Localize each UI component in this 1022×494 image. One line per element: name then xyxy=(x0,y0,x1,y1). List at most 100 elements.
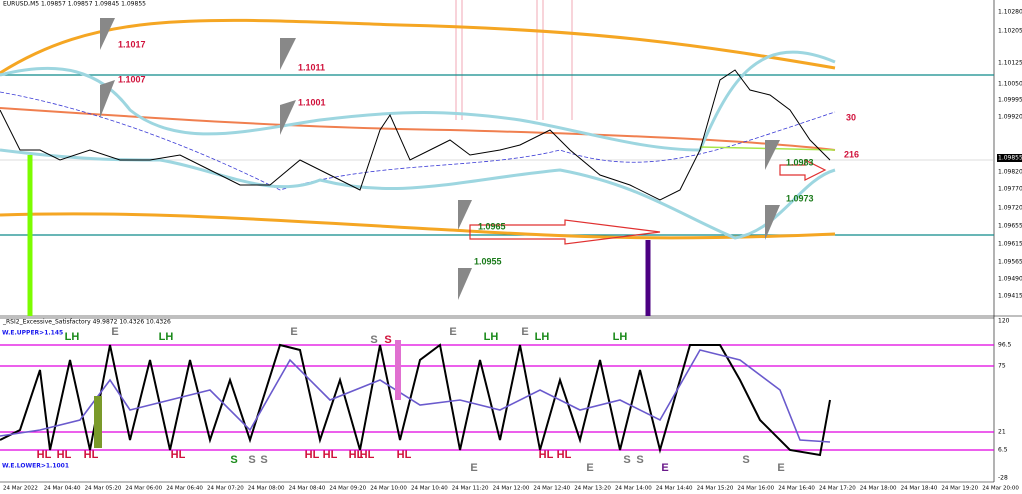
time-label: 24 Mar 08:40 xyxy=(289,486,326,492)
upper-envelope xyxy=(0,18,836,75)
bollinger-upper xyxy=(0,50,836,152)
signal-label: HL xyxy=(57,449,72,461)
current-price-box xyxy=(997,154,1022,162)
time-label: 24 Mar 04:40 xyxy=(44,486,81,492)
time-label: 24 Mar 19:20 xyxy=(941,486,978,492)
signal-label: E xyxy=(470,462,477,474)
price-label: 1.10205 xyxy=(998,28,1022,35)
price-annotation: 1.0983 xyxy=(786,157,814,167)
indicator-axis-label: 75 xyxy=(998,363,1006,370)
histogram-bar xyxy=(395,340,401,400)
time-label: 24 Mar 18:00 xyxy=(860,486,897,492)
signal-label: E xyxy=(661,462,668,474)
indicator-axis-label: 96.5 xyxy=(998,342,1012,349)
signal-label: S xyxy=(384,334,391,346)
price-label: 1.10280 xyxy=(998,9,1022,16)
price-label: 1.09720 xyxy=(998,205,1022,212)
price-label: 1.10125 xyxy=(998,60,1022,67)
time-label: 24 Mar 07:20 xyxy=(207,486,244,492)
arrow xyxy=(779,159,827,181)
time-label: 24 Mar 16:00 xyxy=(737,486,774,492)
price-label: 1.09415 xyxy=(998,293,1022,300)
signal-label: HL xyxy=(305,449,320,461)
price-label: 1.09490 xyxy=(998,276,1022,283)
time-label: 24 Mar 10:00 xyxy=(370,486,407,492)
price-annotation: 1.1011 xyxy=(298,62,325,72)
signal-line xyxy=(0,91,836,191)
price-annotation: 1.0965 xyxy=(478,221,506,231)
signal-label: HL xyxy=(360,449,375,461)
price-annotation: 216 xyxy=(844,149,859,159)
rsi-line xyxy=(0,343,831,457)
signal-label: S xyxy=(248,454,255,466)
moving-average xyxy=(0,107,836,151)
signal-label: HL xyxy=(37,449,52,461)
time-label: 24 Mar 09:20 xyxy=(329,486,366,492)
time-label: 24 Mar 17:20 xyxy=(819,486,856,492)
signal-label: S xyxy=(260,454,267,466)
signal-label: LH xyxy=(159,331,174,343)
price-label: 1.09770 xyxy=(998,186,1022,193)
signal-label: E xyxy=(449,326,456,338)
time-label: 24 Mar 14:40 xyxy=(656,486,693,492)
signal-label: HL xyxy=(349,449,364,461)
signal-label: S xyxy=(636,454,643,466)
price-annotation: 1.1007 xyxy=(118,74,146,84)
signal-label: HL xyxy=(557,449,572,461)
arrow xyxy=(469,219,661,245)
time-label: 24 Mar 10:40 xyxy=(411,486,448,492)
price-label: 1.09995 xyxy=(998,97,1022,104)
time-label: 24 Mar 08:00 xyxy=(248,486,285,492)
signal-label: LH xyxy=(613,331,628,343)
rsi-signal xyxy=(0,349,831,443)
price-label: 1.09855 xyxy=(998,155,1022,162)
upper-label: W.E.UPPER>1.145 xyxy=(2,330,63,337)
time-label: 24 Mar 16:40 xyxy=(778,486,815,492)
signal-label: S xyxy=(623,454,630,466)
price-series xyxy=(0,69,831,201)
time-label: 24 Mar 06:00 xyxy=(125,486,162,492)
signal-label: S xyxy=(742,454,749,466)
price-annotation: 1.0973 xyxy=(786,193,814,203)
signal-label: HL xyxy=(84,449,99,461)
signal-label: E xyxy=(521,326,528,338)
price-label: 1.09655 xyxy=(998,223,1022,230)
lower-label: W.E.LOWER>1.1001 xyxy=(2,463,69,470)
price-label: 1.09615 xyxy=(998,241,1022,248)
time-label: 24 Mar 12:00 xyxy=(493,486,530,492)
price-annotation: 1.1001 xyxy=(298,97,326,107)
time-label: 24 Mar 12:40 xyxy=(533,486,570,492)
signal-label: LH xyxy=(65,331,80,343)
signal-label: LH xyxy=(535,331,550,343)
signal-label: HL xyxy=(539,449,554,461)
time-label: 24 Mar 2022 xyxy=(3,486,38,492)
time-label: 24 Mar 05:20 xyxy=(85,486,122,492)
signal-label: E xyxy=(111,326,118,338)
price-annotation: 1.1017 xyxy=(118,39,146,49)
price-annotation: 1.0955 xyxy=(474,256,502,266)
indicator-axis-label: -28 xyxy=(998,475,1008,482)
time-label: 24 Mar 18:40 xyxy=(901,486,938,492)
time-label: 24 Mar 11:20 xyxy=(452,486,489,492)
indicator-title: _RSI2_Excessive_Satisfactory 49.9872 10.… xyxy=(2,319,171,326)
time-label: 24 Mar 06:40 xyxy=(166,486,203,492)
indicator-axis-label: 6.5 xyxy=(998,447,1008,454)
session-lines xyxy=(455,0,573,120)
signal-label: E xyxy=(290,326,297,338)
time-label: 24 Mar 15:20 xyxy=(697,486,734,492)
histogram-bar xyxy=(94,396,102,448)
wedges xyxy=(100,18,780,300)
price-label: 1.09920 xyxy=(998,114,1022,121)
signal-label: S xyxy=(230,454,237,466)
symbol-header: EURUSD,M5 1.09857 1.09857 1.09845 1.0985… xyxy=(3,1,146,8)
price-label: 1.09565 xyxy=(998,259,1022,266)
price-annotation: 30 xyxy=(846,112,856,122)
signal-label: HL xyxy=(397,449,412,461)
signal-label: S xyxy=(370,334,377,346)
time-label: 24 Mar 13:20 xyxy=(574,486,611,492)
time-label: 24 Mar 20:00 xyxy=(982,486,1019,492)
price-label: 1.09820 xyxy=(998,169,1022,176)
lower-envelope xyxy=(0,212,836,240)
